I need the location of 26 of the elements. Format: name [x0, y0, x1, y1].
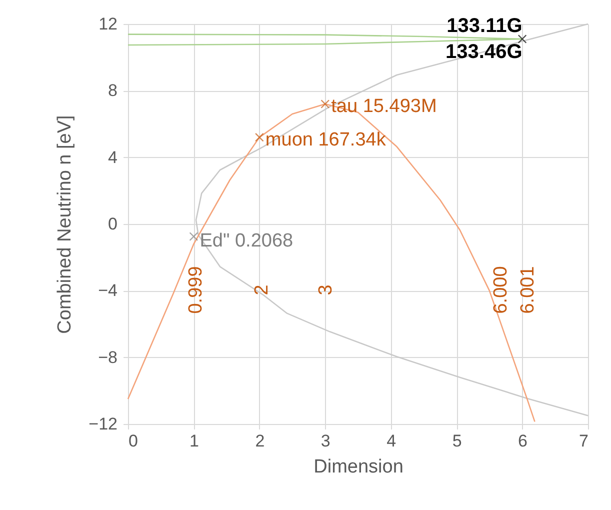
y-tick-label: 0: [108, 214, 118, 234]
annotation: 133.11G: [446, 15, 522, 37]
x-axis-title: Dimension: [314, 456, 404, 478]
y-tick-label: −8: [98, 348, 118, 367]
y-tick-label: 12: [98, 14, 118, 34]
y-tick-label: −4: [98, 281, 118, 300]
annotation: 3: [316, 284, 336, 296]
x-tick-label: 3: [320, 432, 330, 450]
y-tick-label: −12: [88, 414, 118, 434]
x-tick-label: 5: [452, 432, 462, 450]
y-tick-label: 4: [108, 148, 118, 167]
annotation: 133.46G: [446, 41, 522, 63]
x-tick-label: 6: [518, 432, 528, 450]
annotation: Ed" 0.2068: [200, 230, 294, 252]
y-axis-title: Combined Neutrino n [eV]: [54, 115, 76, 334]
y-tick-label: 8: [108, 81, 118, 100]
x-tick-label: 2: [255, 432, 265, 450]
annotation: 6.000: [490, 266, 512, 314]
x-tick-label: 7: [579, 432, 588, 450]
annotation: 6.001: [518, 266, 538, 314]
annotation: 0.999: [186, 266, 206, 314]
x-tick-label: 1: [189, 432, 199, 450]
x-tick-label: 4: [386, 432, 396, 450]
annotation: muon 167.34k: [265, 129, 386, 150]
x-tick-label: 0: [128, 432, 138, 450]
annotation: 2: [252, 284, 272, 296]
